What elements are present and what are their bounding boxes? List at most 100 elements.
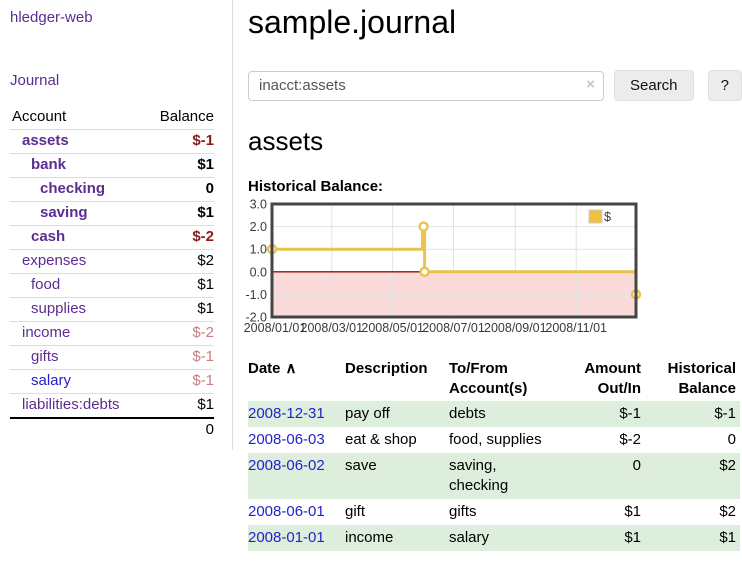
transaction-amount: $1 [624, 529, 641, 546]
account-balance: $1 [144, 201, 214, 226]
transaction-date-link[interactable]: 2008-12-31 [248, 405, 325, 422]
register-header-accounts: To/From Account(s) [449, 360, 528, 397]
transaction-balance: 0 [727, 431, 736, 448]
account-link-salary[interactable]: salary [31, 372, 72, 389]
account-row-salary: salary $-1 [10, 369, 214, 394]
page-title: sample.journal [248, 4, 457, 40]
account-row-income: income $-2 [10, 321, 214, 346]
v-gridlines [331, 204, 577, 317]
account-balance: $-1 [144, 129, 214, 154]
help-button[interactable]: ? [707, 70, 742, 101]
transaction-balance: $-1 [714, 405, 736, 422]
account-row-food: food $1 [10, 273, 214, 298]
account-link-cash[interactable]: cash [31, 228, 66, 245]
transaction-date-link[interactable]: 2008-06-03 [248, 431, 325, 448]
transaction-date-link[interactable]: 2008-01-01 [248, 529, 325, 546]
register-header-row: Date ∧ Description To/From Account(s) Amo… [248, 357, 740, 401]
account-link-checking[interactable]: checking [40, 180, 106, 197]
transaction-amount: $-1 [619, 405, 641, 422]
transaction-balance: $1 [719, 529, 736, 546]
transaction-accounts: saving, checking [449, 457, 509, 494]
search-button[interactable]: Search [614, 70, 694, 101]
account-link-food[interactable]: food [31, 276, 61, 293]
account-row-bank: bank $1 [10, 153, 214, 178]
account-row-checking: checking 0 [10, 177, 214, 202]
svg-text:-2.0: -2.0 [245, 311, 267, 325]
transaction-balance: $2 [719, 503, 736, 520]
register-header-balance: Historical Balance [667, 360, 736, 397]
x-axis-ticks: 2008/01/01 2008/03/01 2008/05/01 2008/07… [244, 321, 607, 335]
register-row: 2008-06-02 save saving, checking 0 $2 [248, 453, 740, 499]
legend-swatch-icon [588, 209, 603, 224]
account-balance: $1 [144, 393, 214, 418]
brand-link[interactable]: hledger-web [10, 9, 93, 26]
sidebar-item-journal[interactable]: Journal [10, 72, 60, 89]
svg-text:2.0: 2.0 [250, 220, 267, 234]
accounts-table: Account Balance assets $-1 bank $1 check… [10, 105, 214, 442]
svg-text:3.0: 3.0 [250, 198, 267, 212]
transaction-date-link[interactable]: 2008-06-01 [248, 503, 325, 520]
account-row-liabilities-debts: liabilities:debts $1 [10, 393, 214, 418]
account-heading: assets [248, 126, 324, 156]
account-link-supplies[interactable]: supplies [31, 300, 87, 317]
transaction-description: income [345, 529, 394, 546]
account-row-supplies: supplies $1 [10, 297, 214, 322]
legend-label: $ [604, 210, 611, 224]
transaction-amount: 0 [632, 457, 641, 474]
svg-text:1.0: 1.0 [250, 243, 267, 257]
account-balance: $1 [144, 153, 214, 178]
account-row-saving: saving $1 [10, 201, 214, 226]
account-link-saving[interactable]: saving [40, 204, 88, 221]
register-header-description: Description [345, 360, 428, 377]
account-balance: $1 [144, 273, 214, 298]
transaction-balance: $2 [719, 457, 736, 474]
sidebar: hledger-web Journal Account Balance asse… [0, 0, 233, 450]
accounts-total-value: 0 [144, 417, 214, 442]
svg-text:2008/07/01: 2008/07/01 [422, 321, 485, 335]
chart-label: Historical Balance: [248, 178, 384, 195]
transaction-description: save [345, 457, 377, 474]
svg-text:2008/09/01: 2008/09/01 [484, 321, 547, 335]
account-link-gifts[interactable]: gifts [31, 348, 59, 365]
svg-text:2008/05/01: 2008/05/01 [361, 321, 424, 335]
register-header-date[interactable]: Date ∧ [248, 357, 345, 401]
account-link-assets[interactable]: assets [22, 132, 69, 149]
clear-search-icon[interactable]: × [586, 75, 595, 93]
historical-balance-chart: $ 3.0 2.0 1.0 0.0 -1.0 -2.0 2008/01/01 2… [244, 198, 642, 335]
search-input[interactable] [248, 70, 604, 101]
transaction-date-link[interactable]: 2008-06-02 [248, 457, 325, 474]
svg-text:-1.0: -1.0 [245, 288, 267, 302]
transaction-amount: $-2 [619, 431, 641, 448]
plot-border [270, 202, 638, 319]
transaction-accounts: debts [449, 405, 486, 422]
transaction-accounts: food, supplies [449, 431, 542, 448]
svg-text:0.0: 0.0 [250, 265, 267, 279]
account-link-income[interactable]: income [22, 324, 71, 341]
transaction-amount: $1 [624, 503, 641, 520]
transaction-description: gift [345, 503, 366, 520]
accounts-header-row: Account Balance [10, 105, 214, 130]
account-link-bank[interactable]: bank [31, 156, 67, 173]
main-content: sample.journal × Search ? assets Histori… [244, 0, 742, 551]
svg-text:2008/01/01: 2008/01/01 [244, 321, 307, 335]
register-table: Date ∧ Description To/From Account(s) Amo… [248, 357, 740, 551]
transaction-accounts: gifts [449, 503, 477, 520]
account-link-liabilities-debts[interactable]: liabilities:debts [22, 396, 120, 413]
y-axis-ticks: 3.0 2.0 1.0 0.0 -1.0 -2.0 [245, 198, 267, 325]
register-row: 2008-06-01 gift gifts $1 $2 [248, 499, 740, 525]
account-row-assets: assets $-1 [10, 129, 214, 154]
account-balance: $-1 [144, 369, 214, 394]
account-balance: $-2 [144, 225, 214, 250]
account-row-cash: cash $-2 [10, 225, 214, 250]
account-balance: 0 [144, 177, 214, 202]
account-balance: $-1 [144, 345, 214, 370]
accounts-total-row: 0 [10, 417, 214, 442]
search-bar: × Search ? [248, 70, 742, 101]
register-row: 2008-01-01 income salary $1 $1 [248, 525, 740, 551]
account-row-expenses: expenses $2 [10, 249, 214, 274]
account-link-expenses[interactable]: expenses [22, 252, 87, 269]
register-row: 2008-12-31 pay off debts $-1 $-1 [248, 401, 740, 427]
register-row: 2008-06-03 eat & shop food, supplies $-2… [248, 427, 740, 453]
svg-text:2008/11/01: 2008/11/01 [545, 321, 607, 335]
account-balance: $1 [144, 297, 214, 322]
